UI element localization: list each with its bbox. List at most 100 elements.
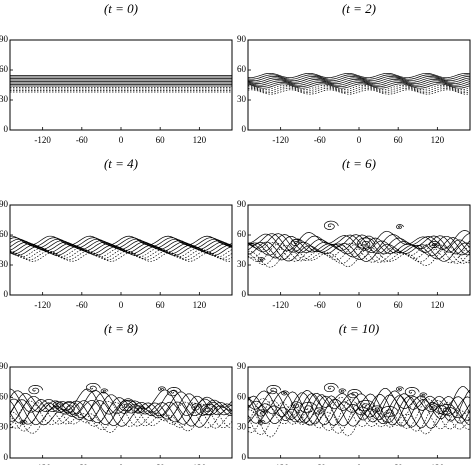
- contour-vortex: [314, 407, 326, 415]
- contour-vortex: [347, 389, 363, 399]
- y-tick-label: 60: [0, 229, 9, 239]
- contour-line: [248, 391, 470, 426]
- y-tick-label: 30: [0, 422, 9, 432]
- contour-line: [10, 250, 232, 261]
- contour-line: [248, 386, 470, 421]
- contour-line: [248, 74, 470, 80]
- contour-line: [248, 77, 470, 83]
- panel: (t = 6) -120 -60 0 60 120 0 30 60 90: [237, 156, 471, 310]
- contour-line: [248, 235, 470, 256]
- x-tick-label: 0: [357, 135, 362, 145]
- contour-vortex: [61, 401, 80, 414]
- x-tick-label: -60: [314, 300, 326, 310]
- contour-vortex: [404, 387, 420, 397]
- x-tick-label: 0: [119, 135, 124, 145]
- x-tick-label: 120: [431, 135, 445, 145]
- contour-line: [10, 395, 232, 424]
- contour-line: [248, 392, 470, 427]
- x-tick-label: -120: [34, 300, 51, 310]
- contour-vortex: [357, 399, 376, 412]
- y-tick-label: 60: [237, 229, 247, 239]
- panel-title: (t = 10): [339, 321, 380, 336]
- contour-vortex: [396, 386, 404, 392]
- y-tick-label: 30: [237, 422, 247, 432]
- contour-vortex: [429, 403, 441, 411]
- y-tick-label: 60: [237, 64, 247, 74]
- panel-title: (t = 6): [342, 156, 376, 171]
- contour-vortex: [158, 386, 166, 392]
- x-tick-label: -120: [34, 135, 51, 145]
- contour-line: [248, 395, 470, 429]
- contour-vortex: [257, 257, 266, 263]
- contour-vortex: [323, 220, 339, 230]
- x-tick-label: 60: [156, 135, 166, 145]
- contour-vortex: [119, 399, 138, 412]
- x-tick-label: -120: [272, 300, 289, 310]
- contour-line: [10, 246, 232, 256]
- contour-line: [248, 397, 470, 430]
- x-tick-label: 60: [394, 135, 404, 145]
- y-tick-label: 90: [0, 34, 9, 44]
- plot-area: [248, 382, 470, 438]
- contour-line: [248, 230, 470, 252]
- y-tick-label: 60: [0, 64, 9, 74]
- plot-area: [10, 382, 232, 434]
- contour-vortex: [380, 406, 399, 418]
- contour-vortex: [323, 382, 339, 393]
- contour-line: [248, 246, 470, 268]
- y-tick-label: 90: [0, 361, 9, 371]
- contour-vortex: [281, 390, 289, 396]
- contour-vortex: [28, 385, 44, 395]
- y-tick-label: 30: [0, 259, 9, 269]
- contour-line: [10, 238, 232, 249]
- contour-vortex: [290, 238, 303, 246]
- y-tick-label: 30: [237, 94, 247, 104]
- contour-vortex: [437, 404, 457, 416]
- plot-area: [248, 220, 470, 268]
- x-tick-label: -60: [76, 300, 88, 310]
- plot-area: [10, 235, 232, 262]
- contour-line: [248, 83, 470, 89]
- contour-line: [248, 241, 470, 262]
- contour-vortex: [166, 387, 182, 397]
- x-tick-label: -60: [76, 135, 88, 145]
- y-tick-label: 90: [237, 199, 247, 209]
- panel-title: (t = 2): [342, 1, 376, 16]
- x-tick-label: 0: [357, 300, 362, 310]
- frame: [9, 39, 233, 131]
- contour-line: [10, 398, 232, 427]
- x-tick-label: -60: [314, 135, 326, 145]
- y-tick-label: 0: [4, 452, 9, 462]
- contour-line: [248, 232, 470, 253]
- contour-vortex: [290, 401, 303, 409]
- y-tick-label: 0: [242, 289, 247, 299]
- contour-vortex: [371, 405, 383, 413]
- x-tick-label: 120: [431, 300, 445, 310]
- contour-line: [248, 72, 470, 79]
- x-tick-label: -120: [272, 135, 289, 145]
- contour-line: [248, 75, 470, 82]
- panel: (t = 4) -120 -60 0 60 120 0 30 60 90: [0, 156, 233, 310]
- contour-vortex: [256, 409, 269, 417]
- contour-vortex: [52, 401, 65, 409]
- y-tick-label: 0: [242, 452, 247, 462]
- contour-vortex: [191, 403, 203, 411]
- contour-vortex: [396, 224, 404, 230]
- frame: [247, 39, 471, 131]
- y-tick-label: 30: [0, 94, 9, 104]
- contour-vortex: [338, 388, 347, 394]
- contour-line: [10, 252, 232, 262]
- contour-line: [248, 81, 470, 88]
- contour-vortex: [199, 404, 219, 416]
- contour-vortex: [100, 388, 109, 394]
- contour-line: [10, 240, 232, 250]
- contour-line: [10, 235, 232, 246]
- y-tick-label: 60: [0, 391, 9, 401]
- contour-vortex: [357, 237, 376, 249]
- contour-line: [248, 89, 470, 95]
- contour-line: [248, 241, 470, 264]
- contour-line: [248, 80, 470, 86]
- x-tick-label: 0: [119, 300, 124, 310]
